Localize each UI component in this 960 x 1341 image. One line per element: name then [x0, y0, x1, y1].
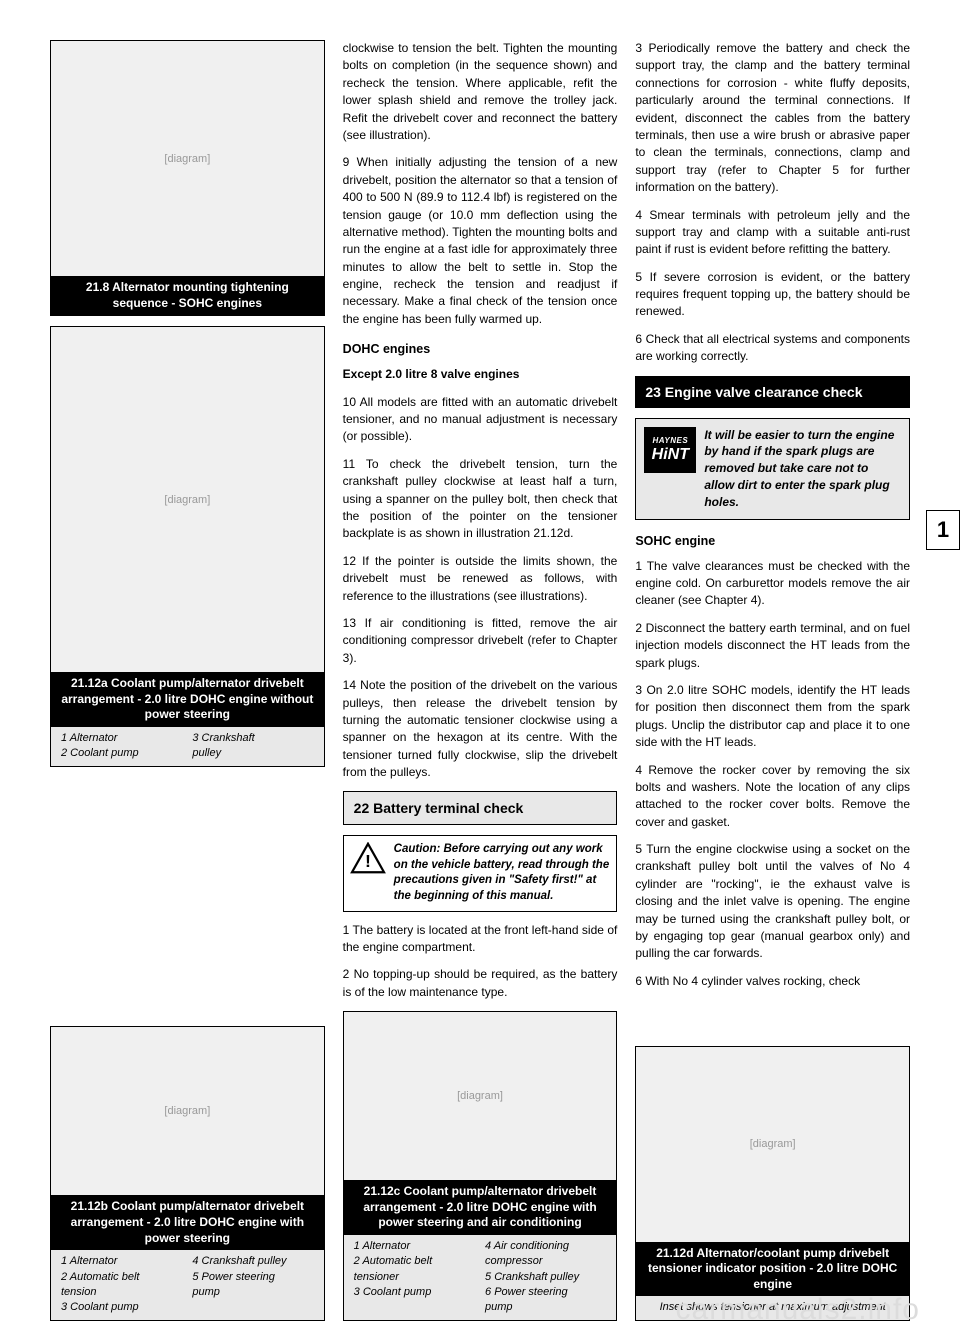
figure-21-12c-caption: 21.12c Coolant pump/alternator drivebelt… — [344, 1180, 617, 1235]
para-col2-3: 10 All models are fitted with an automat… — [343, 394, 618, 446]
legend-left: 1 Alternator 2 Automatic belt tensioner … — [354, 1239, 475, 1316]
section-23-header: 23 Engine valve clearance check — [635, 376, 910, 408]
para-col3-2: 4 Smear terminals with petroleum jelly a… — [635, 207, 910, 259]
para-col2-7: 14 Note the position of the drivebelt on… — [343, 677, 618, 781]
para-col3-5: 1 The valve clearances must be checked w… — [635, 558, 910, 610]
figure-21-12b-caption: 21.12b Coolant pump/alternator drivebelt… — [51, 1195, 324, 1250]
para-section22-2: 2 No topping-up should be required, as t… — [343, 966, 618, 1001]
para-section22-1: 1 The battery is located at the front le… — [343, 922, 618, 957]
legend-left: 1 Alternator 2 Automatic belt tension 3 … — [61, 1254, 182, 1316]
figure-21-12c-image: [diagram] — [344, 1012, 617, 1180]
figure-21-8: [diagram] 21.8 Alternator mounting tight… — [50, 40, 325, 316]
figure-21-12b-legend: 1 Alternator 2 Automatic belt tension 3 … — [51, 1250, 324, 1320]
para-col2-6: 13 If air conditioning is fitted, remove… — [343, 615, 618, 667]
para-col2-1: clockwise to tension the belt. Tighten t… — [343, 40, 618, 144]
column-3: 3 Periodically remove the battery and ch… — [635, 40, 910, 1321]
figure-21-8-caption: 21.8 Alternator mounting tightening sequ… — [51, 276, 324, 315]
heading-dohc: DOHC engines — [343, 342, 618, 356]
figure-21-12d-caption: 21.12d Alternator/coolant pump drivebelt… — [636, 1242, 909, 1297]
watermark: carmanuals2.info — [676, 1293, 920, 1327]
legend-right: 4 Crankshaft pulley 5 Power steering pum… — [192, 1254, 313, 1316]
warning-icon: ! — [350, 842, 386, 874]
subheading-except-2l: Except 2.0 litre 8 valve engines — [343, 366, 618, 383]
para-col3-1: 3 Periodically remove the battery and ch… — [635, 40, 910, 197]
column-1: [diagram] 21.8 Alternator mounting tight… — [50, 40, 325, 1321]
page-section-tab: 1 — [926, 510, 960, 550]
legend-left: 1 Alternator 2 Coolant pump — [61, 731, 182, 762]
para-col3-3: 5 If severe corrosion is evident, or the… — [635, 269, 910, 321]
figure-21-8-image: [diagram] — [51, 41, 324, 276]
svg-text:!: ! — [365, 851, 371, 871]
para-col3-9: 5 Turn the engine clockwise using a sock… — [635, 841, 910, 963]
column-2: clockwise to tension the belt. Tighten t… — [343, 40, 618, 1321]
figure-21-12a-legend: 1 Alternator 2 Coolant pump 3 Crankshaft… — [51, 727, 324, 766]
figure-21-12a: [diagram] 21.12a Coolant pump/alternator… — [50, 326, 325, 767]
para-col3-6: 2 Disconnect the battery earth terminal,… — [635, 620, 910, 672]
legend-right: 4 Air conditioning compressor 5 Cranksha… — [485, 1239, 606, 1316]
figure-21-12b: [diagram] 21.12b Coolant pump/alternator… — [50, 1026, 325, 1320]
figure-21-12c: [diagram] 21.12c Coolant pump/alternator… — [343, 1011, 618, 1321]
haynes-hint-box: HAYNES HiNT It will be easier to turn th… — [635, 418, 910, 520]
figure-21-12d: [diagram] 21.12d Alternator/coolant pump… — [635, 1046, 910, 1321]
para-col2-4: 11 To check the drivebelt tension, turn … — [343, 456, 618, 543]
page-container: 1 [diagram] 21.8 Alternator mounting tig… — [0, 0, 960, 1341]
para-col3-4: 6 Check that all electrical systems and … — [635, 331, 910, 366]
figure-21-12d-image: [diagram] — [636, 1047, 909, 1242]
para-col3-8: 4 Remove the rocker cover by removing th… — [635, 762, 910, 832]
figure-21-12a-caption: 21.12a Coolant pump/alternator drivebelt… — [51, 672, 324, 727]
haynes-hint-text: It will be easier to turn the engine by … — [704, 427, 901, 511]
figure-21-12b-image: [diagram] — [51, 1027, 324, 1195]
heading-sohc: SOHC engine — [635, 534, 910, 548]
para-col3-7: 3 On 2.0 litre SOHC models, identify the… — [635, 682, 910, 752]
legend-right: 3 Crankshaft pulley — [192, 731, 313, 762]
para-col2-5: 12 If the pointer is outside the limits … — [343, 553, 618, 605]
caution-box: ! Caution: Before carrying out any work … — [343, 835, 618, 911]
haynes-hint-icon: HAYNES HiNT — [644, 427, 696, 473]
section-22-header: 22 Battery terminal check — [343, 791, 618, 825]
figure-21-12c-legend: 1 Alternator 2 Automatic belt tensioner … — [344, 1235, 617, 1320]
figure-21-12a-image: [diagram] — [51, 327, 324, 672]
caution-text: Caution: Before carrying out any work on… — [394, 842, 611, 904]
para-col2-2: 9 When initially adjusting the tension o… — [343, 154, 618, 328]
para-col3-10: 6 With No 4 cylinder valves rocking, che… — [635, 973, 910, 990]
